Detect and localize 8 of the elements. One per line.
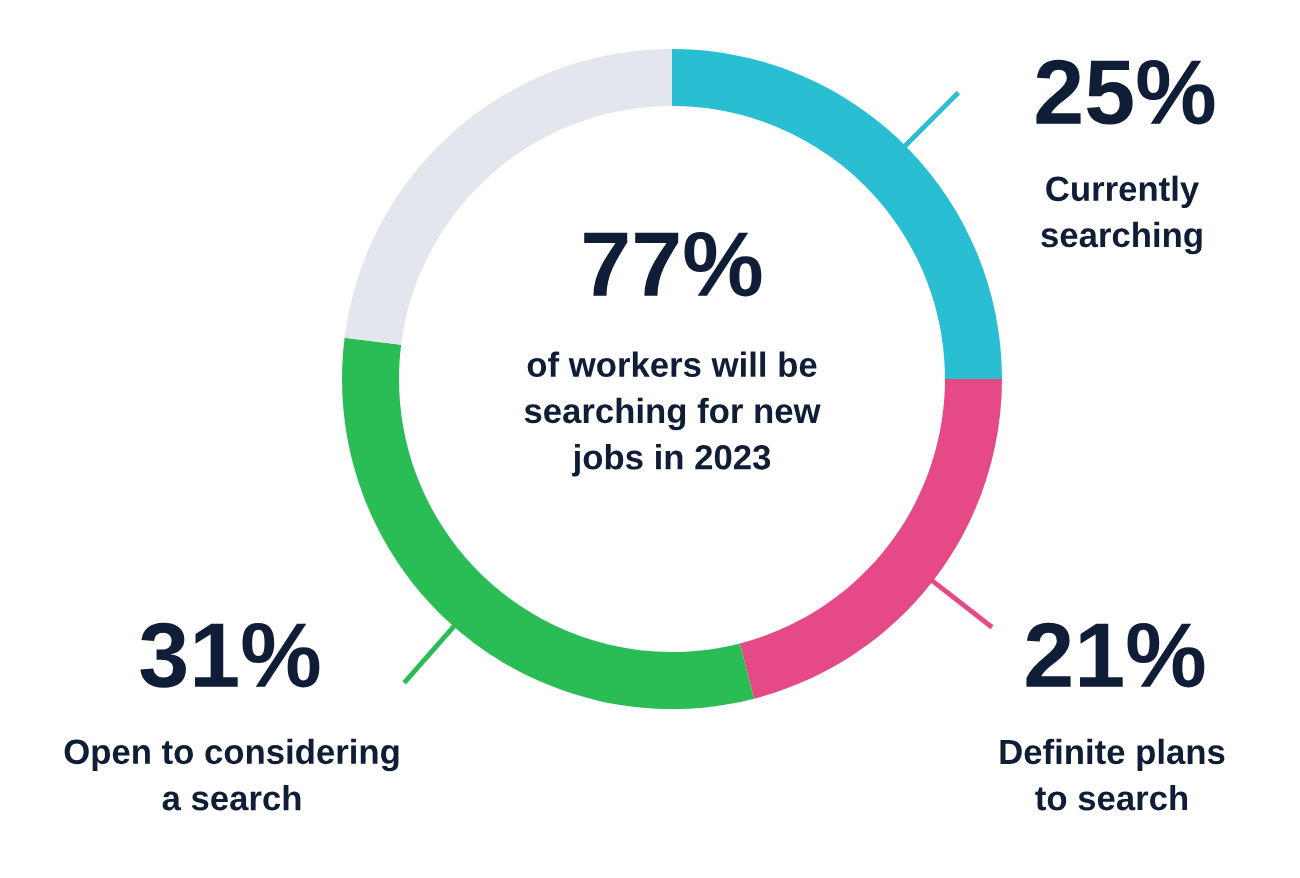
text: of workers will be searching for new jobs in 2023: [524, 351, 821, 477]
slice-label: Currently searching: [1041, 175, 1202, 255]
data-label: 31%: [140, 622, 320, 688]
slice-label: Definite plans to search: [1000, 738, 1225, 811]
text: 77%: [584, 231, 762, 297]
slice-label: Open to considering a search: [64, 738, 399, 811]
data-label: 21%: [1026, 622, 1205, 688]
data-label: 25%: [1036, 59, 1215, 125]
